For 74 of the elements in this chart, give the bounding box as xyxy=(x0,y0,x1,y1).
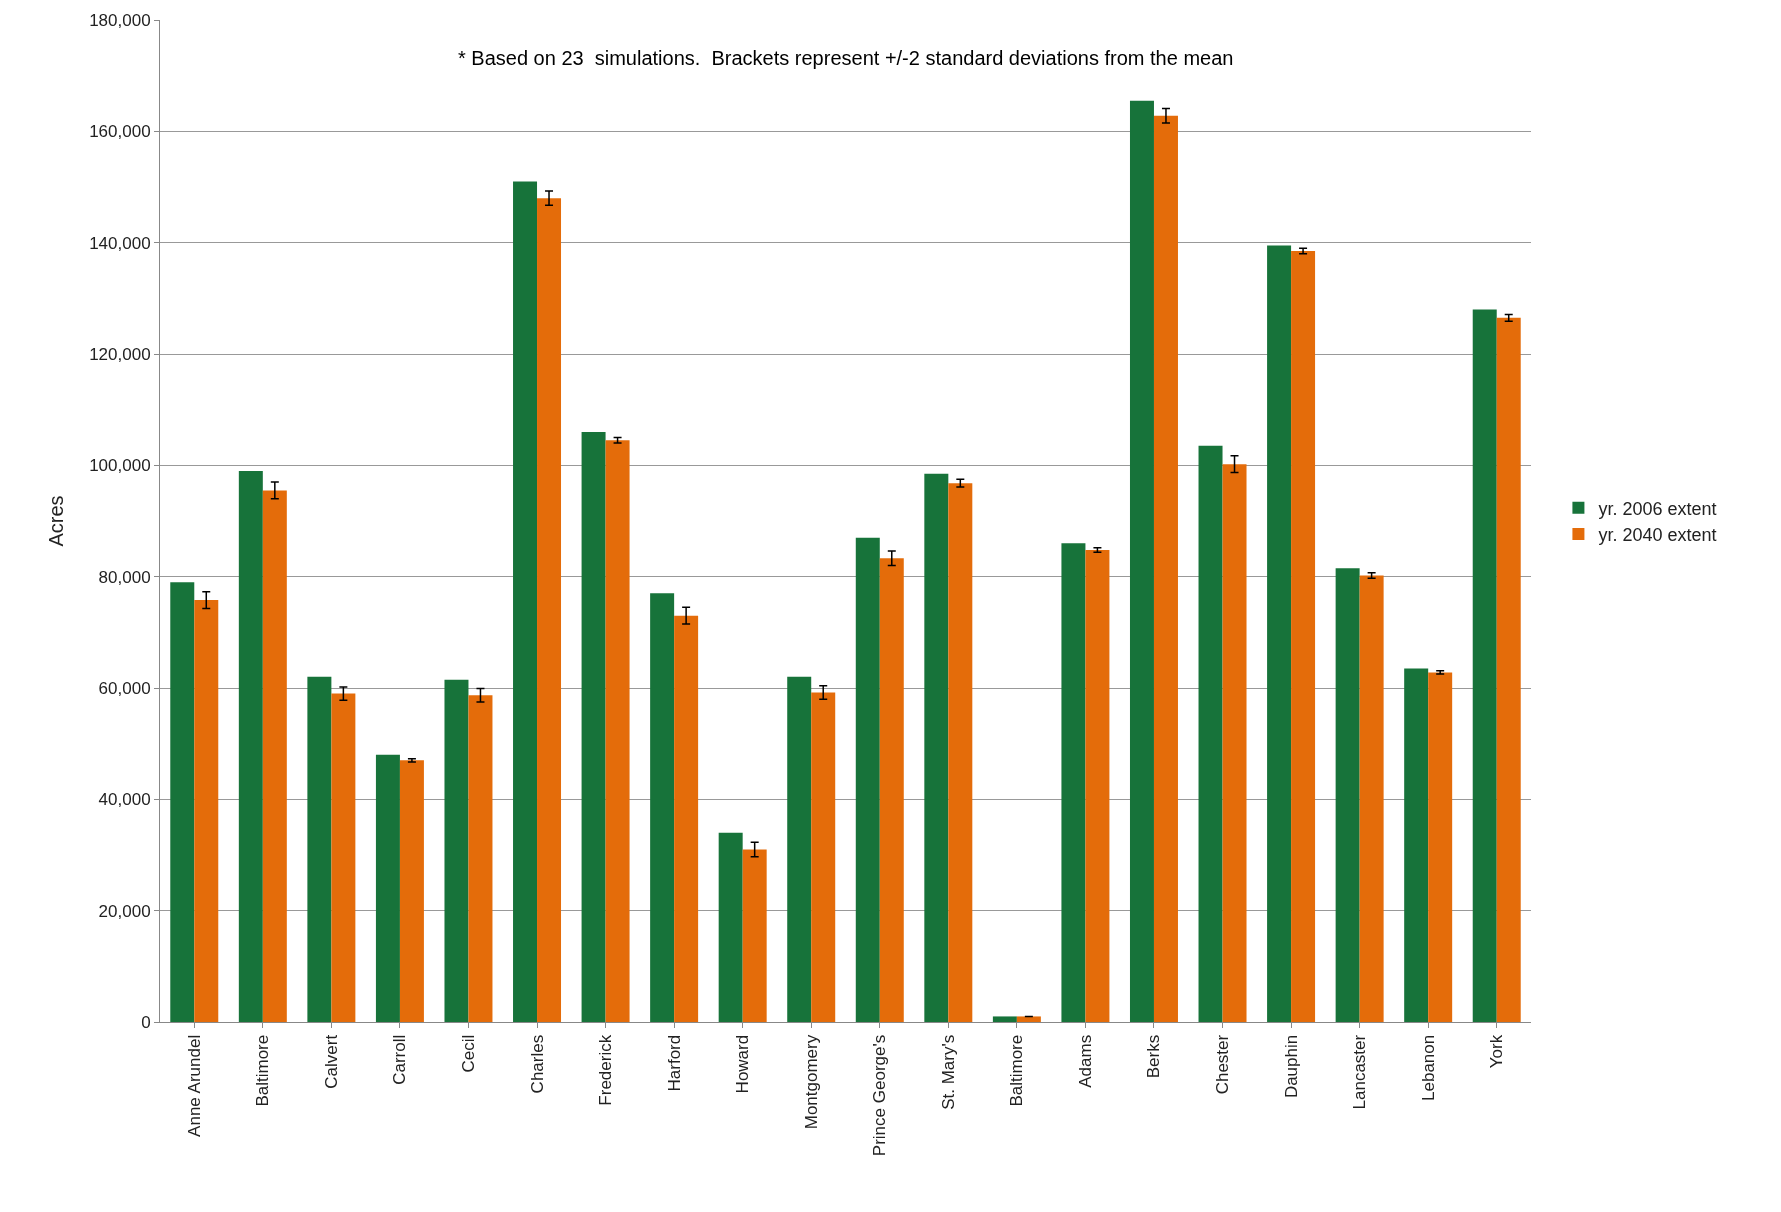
bar xyxy=(1291,251,1316,1022)
x-tick-label: Berks xyxy=(1144,1034,1164,1079)
bar xyxy=(787,676,812,1022)
bar xyxy=(1267,245,1292,1022)
x-tick-label: Calvert xyxy=(321,1034,341,1089)
x-tick-label: Dauphin xyxy=(1281,1034,1301,1099)
bar xyxy=(879,558,904,1022)
bar xyxy=(331,693,356,1022)
y-tick-label: 180,000 xyxy=(89,10,151,30)
x-tick-label: Howard xyxy=(733,1034,753,1094)
bar xyxy=(1404,668,1429,1022)
bar xyxy=(444,679,469,1022)
bar xyxy=(262,490,287,1022)
bar xyxy=(948,483,973,1022)
x-tick-label: St. Mary's xyxy=(938,1034,958,1110)
bar xyxy=(992,1016,1017,1022)
x-tick-label: Charles xyxy=(527,1034,547,1094)
y-tick-label: 60,000 xyxy=(98,678,151,698)
bar xyxy=(1198,445,1223,1022)
bar xyxy=(1428,672,1453,1022)
legend-label: yr. 2006 extent xyxy=(1598,498,1717,519)
legend-label: yr. 2040 extent xyxy=(1598,525,1717,546)
bar xyxy=(855,537,880,1022)
x-tick-label: Lancaster xyxy=(1350,1034,1370,1110)
bar xyxy=(1496,317,1521,1022)
y-tick-label: 160,000 xyxy=(89,122,151,142)
bar xyxy=(468,695,493,1022)
y-tick-label: 40,000 xyxy=(98,790,151,810)
x-tick-label: Adams xyxy=(1075,1034,1095,1088)
bar xyxy=(513,181,538,1022)
bar xyxy=(399,760,424,1022)
bar xyxy=(742,849,767,1022)
y-tick-label: 100,000 xyxy=(89,456,151,476)
x-tick-label: Baltimore xyxy=(253,1034,273,1107)
bar xyxy=(1061,543,1086,1022)
bar xyxy=(811,692,836,1022)
y-tick-label: 140,000 xyxy=(89,233,151,253)
x-tick-label: Carroll xyxy=(390,1034,410,1085)
bar xyxy=(1335,568,1360,1022)
x-tick-label: Chester xyxy=(1213,1034,1233,1095)
bar xyxy=(1016,1016,1041,1022)
x-tick-label: Harford xyxy=(664,1034,684,1092)
bar xyxy=(1222,464,1247,1022)
x-tick-label: York xyxy=(1487,1034,1507,1069)
y-tick-label: 80,000 xyxy=(98,567,151,587)
bar xyxy=(605,440,630,1022)
bar xyxy=(537,198,562,1022)
x-tick-label: Baltimore xyxy=(1007,1034,1027,1107)
x-tick-label: Montgomery xyxy=(801,1034,821,1130)
bar xyxy=(170,582,195,1022)
y-tick-label: 0 xyxy=(141,1012,151,1032)
x-tick-label: Prince George's xyxy=(870,1034,890,1157)
y-tick-label: 120,000 xyxy=(89,344,151,364)
bar xyxy=(307,676,332,1022)
bar xyxy=(650,593,675,1022)
y-axis-title: Acres xyxy=(44,495,67,547)
bar xyxy=(581,431,606,1022)
bar xyxy=(924,473,949,1022)
bar xyxy=(238,470,263,1022)
bar xyxy=(1153,115,1178,1022)
y-tick-label: 20,000 xyxy=(98,901,151,921)
x-tick-label: Cecil xyxy=(458,1034,478,1073)
annotation: * Based on 23 simulations. Brackets represent +/-2 standard deviations from the mean xyxy=(458,47,1234,69)
bar xyxy=(1359,575,1384,1022)
bar xyxy=(1129,100,1154,1022)
bar xyxy=(674,615,699,1022)
x-tick-label: Frederick xyxy=(596,1034,616,1106)
bar xyxy=(375,754,400,1022)
bar xyxy=(718,832,743,1022)
x-tick-label: Anne Arundel xyxy=(184,1034,204,1137)
bar xyxy=(1472,309,1497,1022)
bar xyxy=(194,600,219,1022)
x-tick-label: Lebanon xyxy=(1418,1034,1438,1101)
bar xyxy=(1085,549,1110,1022)
